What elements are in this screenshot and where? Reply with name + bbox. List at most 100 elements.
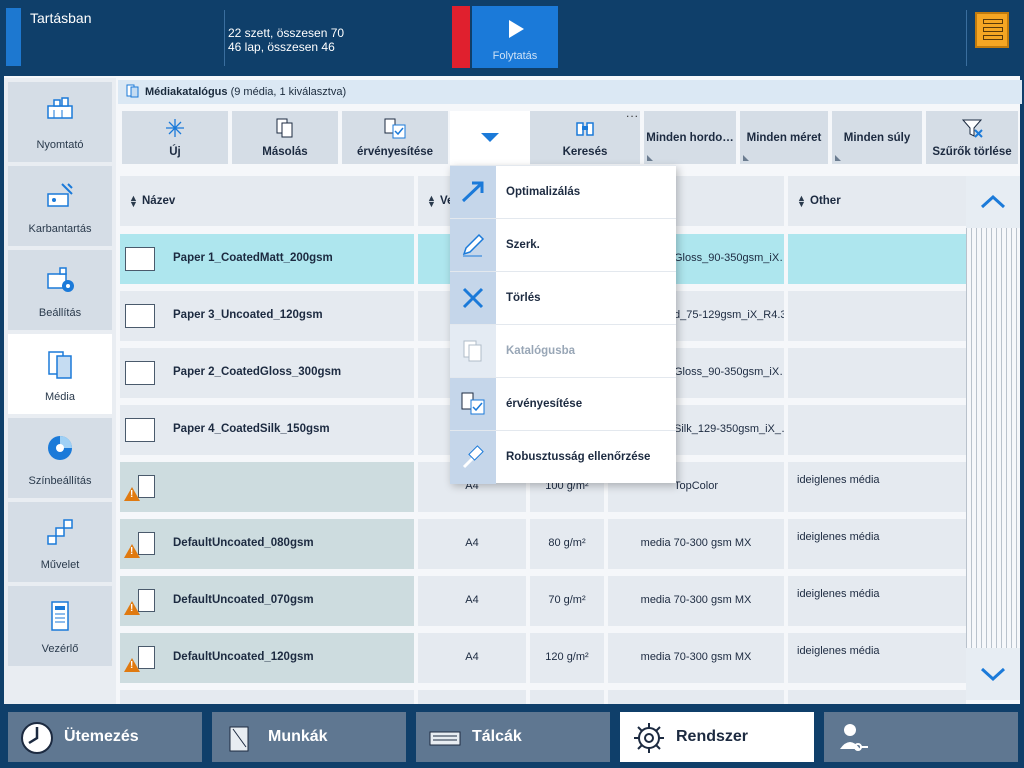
table-cell-type[interactable]: media 70-300 gsm MX	[608, 576, 784, 626]
table-cell-name[interactable]: DefaultUncoated_120gsm	[120, 633, 414, 683]
menu-item-to-catalog[interactable]: Katalógusba	[450, 324, 676, 378]
copy-icon	[276, 118, 293, 138]
new-button[interactable]: Új	[122, 111, 228, 164]
system-button[interactable]: Rendszer	[620, 712, 814, 762]
maintenance-icon	[47, 183, 73, 207]
continue-label: Folytatás	[492, 50, 538, 62]
menu-item-delete[interactable]: Törlés	[450, 271, 676, 325]
binoculars-icon	[576, 122, 594, 136]
schedule-button[interactable]: Ütemezés	[8, 712, 202, 762]
table-row[interactable]	[530, 690, 604, 704]
warning-icon	[124, 658, 140, 672]
continue-button[interactable]: Folytatás	[472, 6, 558, 68]
copy-label: Másolás	[262, 146, 308, 158]
table-cell-other[interactable]	[788, 291, 966, 341]
cell-text: ideiglenes média	[797, 474, 880, 486]
warning-icon	[124, 601, 140, 615]
chevron-up-icon	[980, 194, 1006, 209]
column-header-other[interactable]: ▲ ▼ Other	[788, 176, 966, 226]
table-cell-size[interactable]: A4	[418, 519, 526, 569]
nav-item-workflow[interactable]: Művelet	[8, 502, 112, 582]
table-cell-other[interactable]	[788, 348, 966, 398]
column-header-name[interactable]: ▲ ▼ Název	[120, 176, 414, 226]
copy-button[interactable]: Másolás	[232, 111, 338, 164]
table-cell-other[interactable]: ideiglenes média	[788, 633, 966, 683]
nav-item-setup[interactable]: Beállítás	[8, 250, 112, 330]
media-thumbnail-icon	[125, 361, 155, 385]
hammer-icon	[462, 445, 484, 469]
menu-item-edit[interactable]: Szerk.	[450, 218, 676, 272]
filter-holders[interactable]: Minden hordo…	[644, 111, 736, 164]
menu-item-label: Optimalizálás	[506, 186, 581, 198]
jobs-label: Munkák	[268, 728, 328, 745]
printer-icon	[47, 97, 73, 119]
nav-item-color[interactable]: Színbeállítás	[8, 418, 112, 498]
catalog-title: Médiakatalógus (9 média, 1 kiválasztva)	[145, 86, 346, 98]
table-cell-weight[interactable]: 80 g/m²	[530, 519, 604, 569]
table-cell-name[interactable]: Paper 4_CoatedSilk_150gsm	[120, 405, 414, 455]
scroll-down-button[interactable]	[966, 648, 1020, 700]
table-cell-type[interactable]: media 70-300 gsm MX	[608, 633, 784, 683]
table-cell-other[interactable]: ideiglenes média	[788, 462, 966, 512]
table-cell-name[interactable]: Paper 1_CoatedMatt_200gsm	[120, 234, 414, 284]
filter-size-label: Minden méret	[746, 132, 822, 144]
clear-filters-button[interactable]: Szűrők törlése	[926, 111, 1018, 164]
nav-item-printer[interactable]: Nyomtató	[8, 82, 112, 162]
scrollbar-track[interactable]	[966, 228, 1020, 648]
cell-text: 80 g/m²	[548, 537, 586, 549]
jobs-button[interactable]: Munkák	[212, 712, 406, 762]
menu-item-optimize[interactable]: Optimalizálás	[450, 165, 676, 219]
table-cell-name[interactable]: DefaultUncoated_070gsm	[120, 576, 414, 626]
table-row[interactable]	[608, 690, 784, 704]
table-cell-weight[interactable]: 120 g/m²	[530, 633, 604, 683]
table-cell-other[interactable]	[788, 405, 966, 455]
cell-text: A4	[465, 537, 479, 549]
nav-label: Média	[45, 391, 75, 403]
validate-button[interactable]: érvényesítése	[342, 111, 448, 164]
jobs-icon	[229, 726, 249, 752]
cell-text: 120 g/m²	[545, 651, 589, 663]
sheets-count: 22 szett, összesen 70	[228, 26, 345, 40]
server-icon[interactable]	[975, 12, 1009, 48]
play-icon	[509, 20, 524, 38]
table-cell-size[interactable]: A4	[418, 576, 526, 626]
cell-text: Paper 2_CoatedGloss_300gsm	[173, 366, 342, 378]
filter-weight[interactable]: Minden súly	[832, 111, 922, 164]
table-cell-name[interactable]: Paper 2_CoatedGloss_300gsm	[120, 348, 414, 398]
cell-text: 100 g/m²	[545, 480, 589, 492]
more-actions-dropdown[interactable]	[450, 111, 530, 165]
nav-item-controller[interactable]: Vezérlő	[8, 586, 112, 666]
table-row[interactable]	[788, 690, 966, 704]
table-cell-weight[interactable]: 70 g/m²	[530, 576, 604, 626]
table-cell-name[interactable]: DefaultUncoated_080gsm	[120, 519, 414, 569]
table-row[interactable]	[418, 690, 526, 704]
table-cell-size[interactable]: A4	[418, 633, 526, 683]
copy-icon	[463, 340, 482, 362]
user-button[interactable]	[824, 712, 1018, 762]
nav-label: Színbeállítás	[28, 475, 92, 487]
table-row[interactable]	[120, 690, 414, 704]
user-key-icon	[840, 724, 868, 751]
cell-text: DefaultUncoated_080gsm	[173, 537, 314, 549]
menu-item-validate[interactable]: érvényesítése	[450, 377, 676, 431]
workflow-icon	[47, 519, 73, 545]
table-cell-name[interactable]: Paper 3_Uncoated_120gsm	[120, 291, 414, 341]
table-cell-other[interactable]: ideiglenes média	[788, 576, 966, 626]
filter-size[interactable]: Minden méret	[740, 111, 828, 164]
trays-button[interactable]: Tálcák	[416, 712, 610, 762]
table-cell-name[interactable]	[120, 462, 414, 512]
table-cell-other[interactable]: ideiglenes média	[788, 519, 966, 569]
table-cell-other[interactable]	[788, 234, 966, 284]
scroll-up-button[interactable]	[966, 176, 1020, 228]
nav-item-media[interactable]: Média	[8, 334, 112, 414]
cell-text: Paper 3_Uncoated_120gsm	[173, 309, 323, 321]
table-cell-type[interactable]: TopColor	[608, 462, 784, 512]
more-dots[interactable]: ...	[626, 106, 640, 120]
schedule-label: Ütemezés	[64, 728, 139, 745]
menu-item-robustness[interactable]: Robusztusság ellenőrzése	[450, 430, 676, 484]
validate-label: érvényesítése	[356, 146, 434, 158]
chevron-down-icon	[980, 667, 1006, 682]
table-cell-type[interactable]: media 70-300 gsm MX	[608, 519, 784, 569]
nav-item-maintenance[interactable]: Karbantartás	[8, 166, 112, 246]
search-button[interactable]: Keresés	[530, 111, 640, 164]
